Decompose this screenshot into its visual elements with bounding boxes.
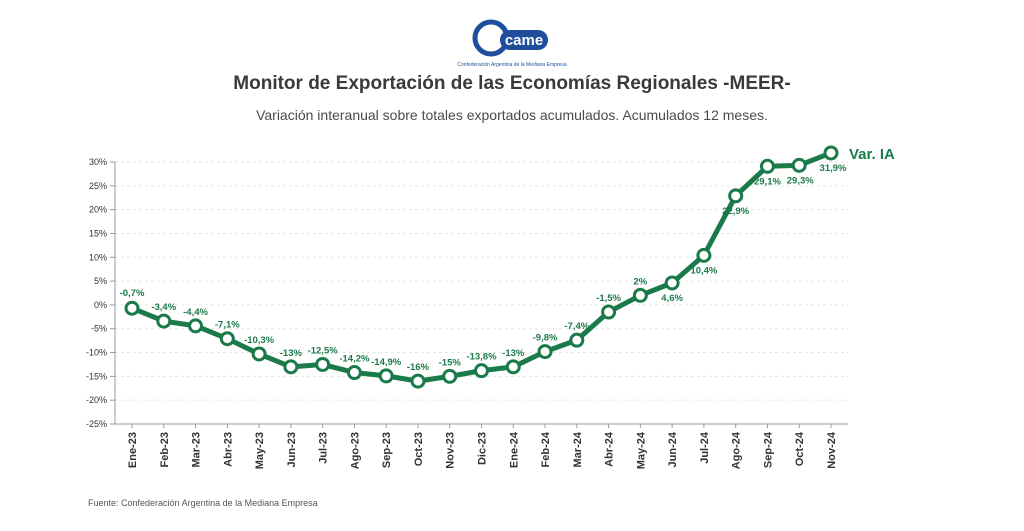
x-tick-label: May-24 bbox=[635, 431, 647, 469]
data-label: 2% bbox=[633, 276, 647, 287]
data-point bbox=[378, 368, 394, 384]
x-tick-label: Feb-23 bbox=[159, 432, 171, 467]
data-point bbox=[569, 332, 585, 348]
series-name-label: Var. IA bbox=[849, 146, 895, 163]
y-tick-label: 20% bbox=[89, 205, 107, 215]
data-points bbox=[124, 145, 839, 389]
y-tick-label: -20% bbox=[86, 395, 107, 405]
logo-text: came bbox=[505, 32, 543, 49]
data-point bbox=[823, 145, 839, 161]
data-label: -7,4% bbox=[564, 321, 589, 332]
x-tick-label: Jun-23 bbox=[286, 432, 298, 467]
y-tick-label: -10% bbox=[86, 348, 107, 358]
data-point bbox=[474, 363, 489, 379]
data-point bbox=[315, 356, 331, 372]
y-tick-label: 5% bbox=[94, 276, 107, 286]
x-axis: Ene-23 Feb-23 Mar-23 Abr-23 May-23 Jun-23 Jul-… bbox=[115, 423, 848, 469]
data-label: -14,9% bbox=[371, 357, 402, 368]
data-point bbox=[601, 304, 617, 320]
data-label: 22,9% bbox=[722, 206, 749, 217]
series-line bbox=[129, 150, 834, 384]
data-point bbox=[283, 359, 299, 375]
y-tick-label: -15% bbox=[86, 371, 107, 381]
data-label: -13% bbox=[280, 348, 303, 359]
x-tick-label: Sep-24 bbox=[762, 431, 774, 468]
data-point bbox=[664, 275, 680, 291]
x-tick-label: Mar-24 bbox=[572, 431, 584, 467]
data-label: -3,4% bbox=[151, 302, 176, 313]
grid-lines bbox=[115, 161, 848, 425]
x-tick-label: Sep-23 bbox=[381, 432, 393, 468]
y-tick-label: -5% bbox=[91, 324, 107, 334]
y-tick-label: -25% bbox=[86, 419, 107, 429]
x-tick-label: Oct-23 bbox=[413, 432, 425, 466]
logo-caption: Confederación Argentina de la Mediana Em… bbox=[457, 62, 567, 68]
data-point bbox=[537, 344, 553, 360]
data-label: 4,6% bbox=[661, 293, 683, 304]
data-label: -13,8% bbox=[466, 352, 497, 363]
x-tick-label: Dic-23 bbox=[477, 432, 489, 465]
data-label: 29,3% bbox=[787, 175, 814, 186]
came-logo: came bbox=[0, 18, 1024, 63]
x-tick-label: Jun-24 bbox=[667, 431, 679, 467]
y-tick-label: 15% bbox=[89, 228, 107, 238]
data-point bbox=[632, 287, 648, 303]
y-tick-label: 0% bbox=[94, 300, 107, 310]
y-axis: 30% 25% 20% 15% 10% 5% 0% -5% -10% -15% -20% -25% bbox=[86, 157, 116, 429]
y-tick-label: 30% bbox=[89, 157, 107, 167]
x-tick-label: May-23 bbox=[254, 432, 266, 469]
x-tick-label: Oct-24 bbox=[794, 431, 806, 466]
x-tick-label: Ago-24 bbox=[731, 431, 743, 469]
x-tick-label: Ago-23 bbox=[349, 432, 361, 469]
x-tick-label: Jul-23 bbox=[318, 432, 330, 464]
data-labels: -0,7%-3,4% -4,4%-7,1%-10,3%-13% -12,5%-14,… bbox=[120, 146, 895, 373]
source-note: Fuente: Confederación Argentina de la Me… bbox=[88, 498, 318, 508]
data-label: 29,1% bbox=[754, 176, 781, 187]
series-polyline bbox=[129, 150, 834, 384]
data-point bbox=[346, 365, 362, 381]
data-label: -16% bbox=[407, 362, 430, 373]
data-point bbox=[188, 318, 204, 334]
x-tick-label: Abr-23 bbox=[222, 432, 234, 467]
data-label: -15% bbox=[439, 357, 462, 368]
data-point bbox=[791, 157, 807, 173]
data-label: -12,5% bbox=[308, 345, 339, 356]
x-tick-label: Ene-24 bbox=[508, 431, 520, 468]
data-point bbox=[124, 300, 140, 316]
data-point bbox=[410, 373, 426, 389]
x-tick-label: Nov-23 bbox=[445, 432, 457, 469]
chart-subtitle: Variación interanual sobre totales expor… bbox=[256, 107, 768, 123]
data-label: -1,5% bbox=[596, 293, 621, 304]
data-label: 31,9% bbox=[820, 163, 847, 174]
x-tick-label: Nov-24 bbox=[826, 431, 838, 469]
data-point bbox=[728, 188, 744, 204]
data-point bbox=[759, 158, 775, 174]
data-point bbox=[251, 346, 267, 362]
y-tick-label: 10% bbox=[89, 252, 107, 262]
data-point bbox=[219, 331, 235, 347]
logo-mark-icon: came bbox=[472, 19, 548, 57]
data-point bbox=[505, 359, 521, 375]
y-tick-label: 25% bbox=[89, 181, 107, 191]
x-tick-label: Mar-23 bbox=[191, 432, 203, 467]
x-tick-label: Ene-23 bbox=[127, 432, 139, 468]
data-label: -4,4% bbox=[183, 307, 208, 318]
data-label: -0,7% bbox=[120, 288, 145, 299]
data-label: 10,4% bbox=[690, 265, 717, 276]
data-label: -10,3% bbox=[244, 335, 275, 346]
x-tick-label: Jul-24 bbox=[699, 431, 711, 464]
data-label: -13% bbox=[502, 348, 525, 359]
x-tick-label: Feb-24 bbox=[540, 431, 552, 467]
data-point bbox=[442, 368, 458, 384]
data-label: -9,8% bbox=[533, 333, 558, 344]
data-point bbox=[156, 313, 172, 329]
chart-title: Monitor de Exportación de las Economías … bbox=[233, 73, 791, 94]
data-point bbox=[696, 247, 712, 263]
x-tick-label: Abr-24 bbox=[604, 431, 616, 467]
data-label: -14,2% bbox=[339, 354, 370, 365]
data-label: -7,1% bbox=[215, 320, 240, 331]
